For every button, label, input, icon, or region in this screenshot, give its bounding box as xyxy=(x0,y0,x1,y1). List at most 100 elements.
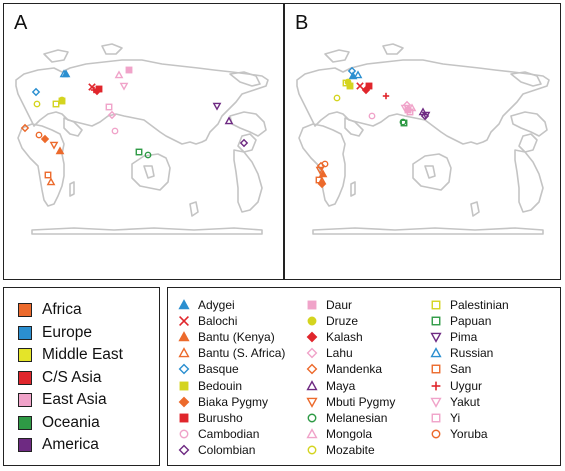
marker-a-papuan xyxy=(135,148,143,156)
triangle-down-open-icon xyxy=(430,397,442,408)
triangle-filled-icon xyxy=(178,331,190,342)
population-label: Pima xyxy=(450,329,478,344)
population-legend-item: Bantu (S. Africa) xyxy=(178,346,285,361)
region-swatch xyxy=(18,348,32,362)
marker-b-san xyxy=(315,176,323,184)
population-legend-item: Colombian xyxy=(178,443,255,458)
triangle-open-icon xyxy=(306,379,318,390)
region-swatch xyxy=(18,438,32,452)
population-label: Daur xyxy=(326,297,353,312)
circle-open-icon xyxy=(431,429,441,439)
region-label: Oceania xyxy=(42,413,100,431)
map-panel-a: A xyxy=(3,3,284,280)
marker-a-bantu-s-africa xyxy=(46,177,56,186)
population-legend-item: Adygei xyxy=(178,297,235,312)
population-legend-item: Druze xyxy=(306,313,358,328)
marker-a-yoruba xyxy=(35,131,43,139)
population-legend-item: Pima xyxy=(430,329,477,344)
region-legend-item: East Asia xyxy=(18,390,107,410)
plus-icon xyxy=(431,381,441,390)
region-label: Europe xyxy=(42,323,92,341)
map-panel-b: B xyxy=(284,3,561,280)
triangle-open-icon xyxy=(306,428,318,439)
population-label: Yi xyxy=(450,410,461,425)
marker-a-san xyxy=(44,171,52,179)
square-open-icon xyxy=(431,316,441,326)
marker-a-colombian xyxy=(239,138,249,148)
diamond-open-icon xyxy=(306,347,318,359)
marker-a-melanesian xyxy=(144,151,152,159)
population-label: Mozabite xyxy=(326,443,375,458)
region-label: C/S Asia xyxy=(42,368,102,386)
population-label: Maya xyxy=(326,378,356,393)
population-legend-item: Mandenka xyxy=(306,362,382,377)
population-label: Colombian xyxy=(198,443,256,458)
region-legend-item: Africa xyxy=(18,300,82,320)
marker-b-basque xyxy=(347,66,357,76)
triangle-open-icon xyxy=(430,347,442,358)
population-label: Biaka Pygmy xyxy=(198,394,269,409)
circle-open-icon xyxy=(307,445,317,455)
population-label: Russian xyxy=(450,346,494,361)
population-label: Balochi xyxy=(198,313,238,328)
marker-a-yakut xyxy=(119,82,129,91)
marker-b-melanesian xyxy=(399,118,407,126)
population-label: Uygur xyxy=(450,378,483,393)
marker-a-druze xyxy=(58,96,66,104)
triangle-down-open-icon xyxy=(306,397,318,408)
marker-a-lahu xyxy=(107,110,117,120)
marker-b-russian xyxy=(353,70,363,79)
population-label: Burusho xyxy=(198,410,243,425)
circle-filled-icon xyxy=(307,316,317,326)
region-legend: Africa Europe Middle East C/S Asia East Asia… xyxy=(3,287,160,466)
population-legend-item: Russian xyxy=(430,346,493,361)
population-label: Mandenka xyxy=(326,362,383,377)
region-swatch xyxy=(18,393,32,407)
diamond-filled-icon xyxy=(178,396,190,408)
population-label: Druze xyxy=(326,313,359,328)
population-label: Adygei xyxy=(198,297,235,312)
marker-a-palestinian xyxy=(52,100,60,108)
square-filled-icon xyxy=(307,300,317,309)
circle-open-icon xyxy=(307,413,317,423)
marker-a-mandenka xyxy=(20,123,30,133)
square-open-icon xyxy=(431,300,441,309)
population-legend-item: Kalash xyxy=(306,329,363,344)
population-label: Yoruba xyxy=(450,427,488,442)
marker-b-yoruba xyxy=(321,160,329,168)
marker-a-bantu-kenya xyxy=(55,146,65,155)
population-label: Palestinian xyxy=(450,297,509,312)
marker-a-daur xyxy=(125,66,133,74)
marker-b-yi xyxy=(406,108,414,116)
square-filled-icon xyxy=(179,381,189,390)
region-legend-item: C/S Asia xyxy=(18,368,101,388)
population-label: Bantu (S. Africa) xyxy=(198,346,286,361)
population-label: Bantu (Kenya) xyxy=(198,329,275,344)
region-legend-item: America xyxy=(18,435,99,455)
triangle-down-open-icon xyxy=(430,332,442,343)
region-label: Middle East xyxy=(42,346,123,363)
population-legend-item: Mongola xyxy=(306,427,372,442)
marker-b-papuan xyxy=(400,119,408,127)
marker-b-balochi xyxy=(356,82,364,90)
population-legend-item: Bantu (Kenya) xyxy=(178,329,275,344)
marker-a-cambodian xyxy=(111,127,119,135)
marker-b-cambodian xyxy=(368,112,376,120)
marker-b-burusho xyxy=(365,82,373,90)
marker-b-palestinian xyxy=(342,79,350,87)
marker-b-uygur xyxy=(382,92,390,100)
population-label: San xyxy=(450,362,472,377)
population-label: Yakut xyxy=(450,394,480,409)
diamond-filled-icon xyxy=(306,331,318,343)
diamond-open-icon xyxy=(178,363,190,375)
marker-a-russian xyxy=(59,69,69,78)
marker-a-maya xyxy=(224,116,234,125)
marker-b-maya xyxy=(418,107,428,116)
marker-a-biaka-pygmy xyxy=(40,134,50,144)
marker-b-bantu-kenya xyxy=(318,169,328,178)
population-legend-item: Balochi xyxy=(178,313,237,328)
marker-a-uygur xyxy=(90,86,98,94)
region-swatch xyxy=(18,370,32,385)
world-map-b xyxy=(296,43,550,235)
population-legend-item: Basque xyxy=(178,362,239,377)
